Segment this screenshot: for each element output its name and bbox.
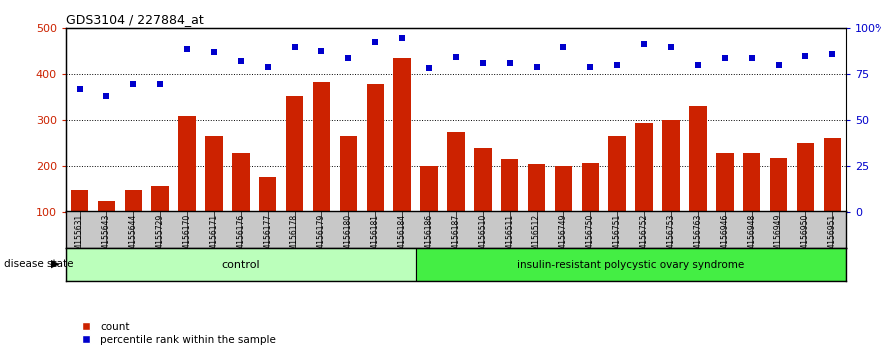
Text: GSM156949: GSM156949 — [774, 213, 783, 260]
Text: GSM156751: GSM156751 — [612, 213, 622, 260]
Text: GSM156184: GSM156184 — [397, 213, 407, 260]
Bar — [824, 138, 841, 212]
Text: GSM156946: GSM156946 — [721, 213, 729, 260]
Text: GSM156186: GSM156186 — [425, 213, 433, 260]
Text: GSM155631: GSM155631 — [75, 213, 84, 260]
Bar — [581, 163, 599, 212]
Point — [180, 46, 194, 52]
Bar — [394, 58, 411, 212]
Bar — [420, 166, 438, 212]
Text: GSM156179: GSM156179 — [317, 213, 326, 260]
Bar — [152, 186, 169, 212]
Bar — [124, 190, 142, 212]
Text: GSM156948: GSM156948 — [747, 213, 756, 260]
Text: GSM155644: GSM155644 — [129, 213, 137, 260]
Point — [664, 44, 678, 50]
Point — [718, 56, 732, 61]
Text: insulin-resistant polycystic ovary syndrome: insulin-resistant polycystic ovary syndr… — [517, 259, 744, 270]
Point — [529, 64, 544, 70]
Point — [207, 50, 221, 55]
Text: GSM156187: GSM156187 — [451, 213, 461, 260]
Text: GDS3104 / 227884_at: GDS3104 / 227884_at — [66, 13, 204, 26]
Point — [476, 60, 490, 66]
Text: GSM156511: GSM156511 — [505, 213, 515, 260]
Bar — [528, 164, 545, 212]
Text: ▶: ▶ — [51, 259, 60, 269]
Point — [153, 82, 167, 87]
Text: GSM156510: GSM156510 — [478, 213, 487, 260]
Bar — [70, 190, 88, 212]
Bar — [770, 158, 788, 212]
Point — [422, 65, 436, 71]
Point — [287, 44, 301, 50]
Bar — [635, 123, 653, 212]
Bar — [416, 248, 846, 281]
Text: GSM155643: GSM155643 — [102, 213, 111, 260]
Bar — [98, 201, 115, 212]
Point — [557, 44, 571, 50]
Bar — [743, 153, 760, 212]
Point — [368, 39, 382, 45]
Text: GSM156177: GSM156177 — [263, 213, 272, 260]
Bar — [66, 248, 416, 281]
Text: GSM155729: GSM155729 — [156, 213, 165, 260]
Point — [126, 82, 140, 87]
Bar — [205, 137, 223, 212]
Bar — [474, 148, 492, 212]
Point — [583, 64, 597, 70]
Text: GSM156950: GSM156950 — [801, 213, 810, 260]
Text: GSM156512: GSM156512 — [532, 213, 541, 260]
Text: GSM156176: GSM156176 — [236, 213, 245, 260]
Bar — [232, 154, 249, 212]
Point — [72, 86, 86, 92]
Bar — [366, 84, 384, 212]
Bar — [689, 105, 707, 212]
Text: GSM156180: GSM156180 — [344, 213, 353, 260]
Text: GSM156753: GSM156753 — [667, 213, 676, 260]
Text: GSM156763: GSM156763 — [693, 213, 702, 260]
Bar — [448, 132, 464, 212]
Text: GSM156178: GSM156178 — [290, 213, 300, 260]
Bar — [663, 120, 680, 212]
Text: disease state: disease state — [4, 259, 74, 269]
Text: GSM156171: GSM156171 — [210, 213, 218, 260]
Point — [315, 48, 329, 54]
Bar — [285, 96, 303, 212]
Text: GSM156951: GSM156951 — [828, 213, 837, 260]
Text: GSM156170: GSM156170 — [182, 213, 191, 260]
Point — [825, 51, 840, 57]
Text: GSM156181: GSM156181 — [371, 213, 380, 259]
Text: GSM156752: GSM156752 — [640, 213, 648, 260]
Bar — [716, 153, 734, 212]
Point — [395, 35, 409, 40]
Point — [503, 60, 517, 66]
Bar — [796, 143, 814, 212]
Point — [772, 62, 786, 68]
Point — [448, 55, 463, 60]
Bar — [555, 166, 572, 212]
Bar — [609, 137, 626, 212]
Text: GSM156750: GSM156750 — [586, 213, 595, 260]
Point — [637, 42, 651, 47]
Point — [611, 62, 625, 68]
Point — [233, 58, 248, 63]
Text: GSM156749: GSM156749 — [559, 213, 568, 260]
Point — [100, 93, 114, 99]
Point — [691, 62, 705, 68]
Bar — [178, 116, 196, 212]
Point — [341, 56, 355, 61]
Text: control: control — [221, 259, 260, 270]
Point — [744, 56, 759, 61]
Bar — [501, 160, 518, 212]
Point — [261, 64, 275, 70]
Bar — [340, 137, 357, 212]
Bar — [259, 177, 277, 212]
Legend: count, percentile rank within the sample: count, percentile rank within the sample — [71, 317, 280, 349]
Point — [798, 53, 812, 59]
Bar — [313, 82, 330, 212]
